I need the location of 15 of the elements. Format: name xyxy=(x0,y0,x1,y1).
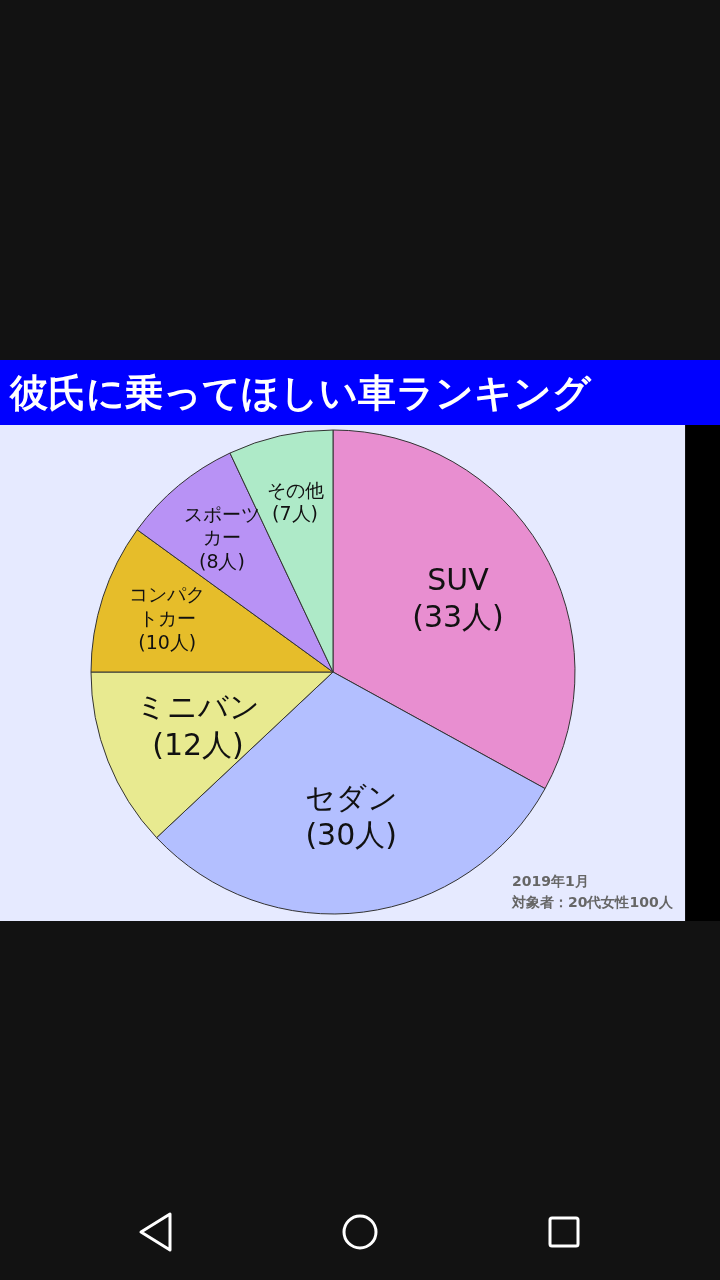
data-label: (30人) xyxy=(305,817,397,853)
data-label: (8人) xyxy=(198,550,245,573)
text: 対象者：20代女性100人 xyxy=(511,894,674,910)
data-label: (7人) xyxy=(272,502,318,525)
chart-title: 彼氏に乗ってほしい車ランキング xyxy=(9,371,592,415)
slice-label: その他 xyxy=(266,478,324,501)
data-label: (12人) xyxy=(152,726,244,762)
slice-label: コンパクトカー xyxy=(129,583,206,629)
text: 2019年1月 xyxy=(512,873,589,889)
slice-label: スポーツカー xyxy=(183,502,260,549)
slice-label: SUV xyxy=(427,561,490,597)
data-label: (33人) xyxy=(412,599,504,635)
data-label: (10人) xyxy=(138,630,197,653)
slice-label: セダン xyxy=(304,779,398,815)
slice-label: ミニバン xyxy=(136,689,260,725)
